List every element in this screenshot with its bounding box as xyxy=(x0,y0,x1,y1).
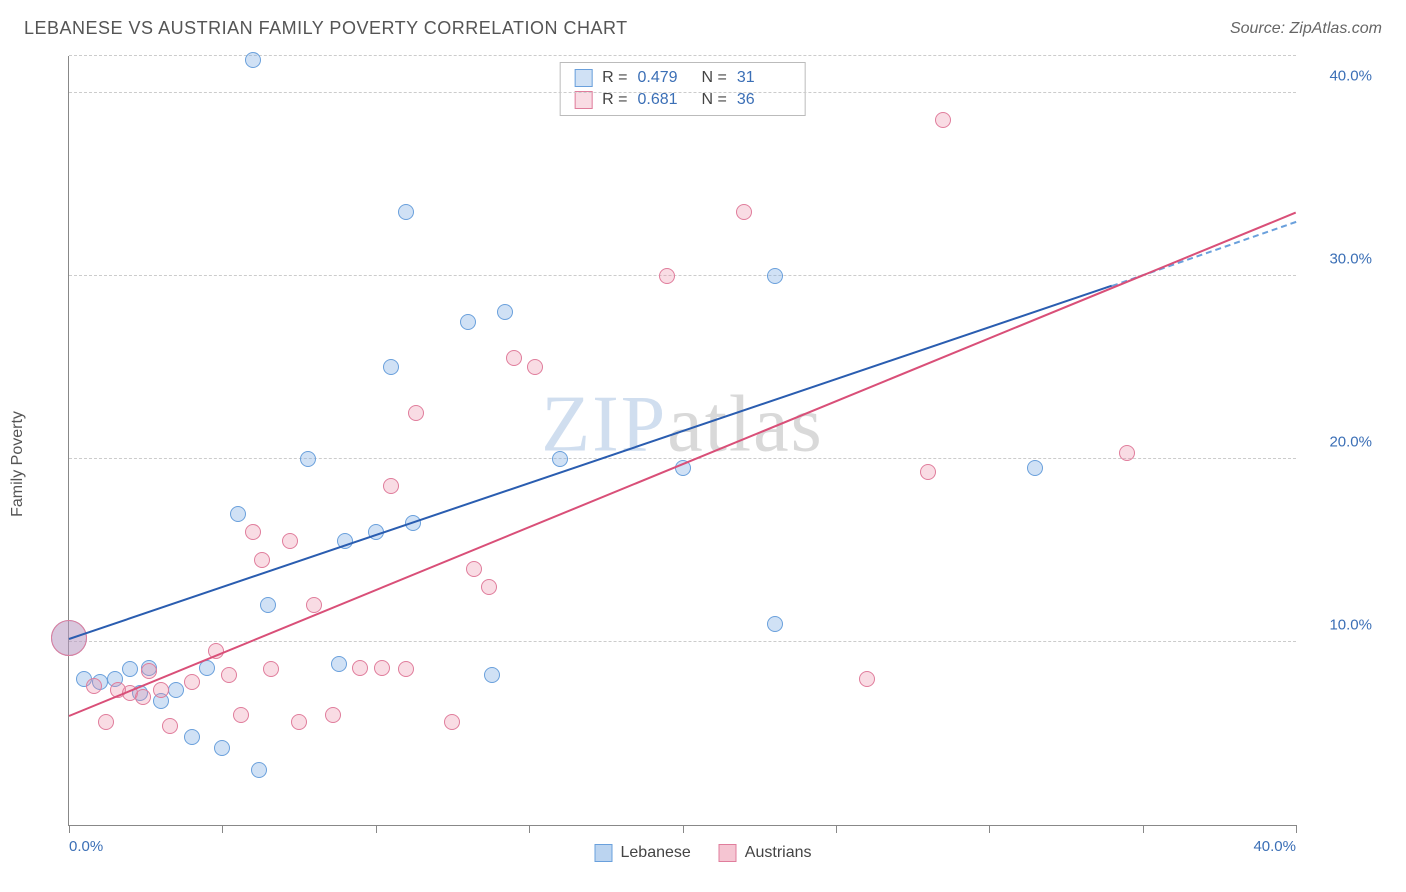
x-tick xyxy=(529,825,530,833)
stat-r-value: 0.479 xyxy=(638,69,692,87)
data-point xyxy=(398,204,414,220)
stat-n-label: N = xyxy=(702,69,727,87)
data-point xyxy=(184,674,200,690)
data-point xyxy=(484,667,500,683)
x-tick-label: 0.0% xyxy=(69,838,103,855)
data-point xyxy=(398,661,414,677)
x-tick xyxy=(683,825,684,833)
data-point xyxy=(767,268,783,284)
y-tick-label: 10.0% xyxy=(1329,616,1372,633)
series-legend: Lebanese Austrians xyxy=(595,844,812,862)
x-tick xyxy=(1296,825,1297,833)
data-point xyxy=(254,552,270,568)
legend-swatch xyxy=(574,91,592,109)
data-point xyxy=(552,451,568,467)
data-point xyxy=(408,405,424,421)
data-point xyxy=(767,616,783,632)
data-point xyxy=(135,689,151,705)
legend-swatch xyxy=(574,69,592,87)
stat-r-label: R = xyxy=(602,69,627,87)
legend-label: Lebanese xyxy=(621,844,691,862)
data-point xyxy=(300,451,316,467)
y-tick-label: 40.0% xyxy=(1329,67,1372,84)
data-point xyxy=(141,663,157,679)
data-point xyxy=(122,661,138,677)
data-point xyxy=(506,350,522,366)
chart-header: LEBANESE VS AUSTRIAN FAMILY POVERTY CORR… xyxy=(0,0,1406,49)
stat-n-value: 36 xyxy=(737,91,791,109)
correlation-stats-box: R = 0.479 N = 31 R = 0.681 N = 36 xyxy=(559,62,806,116)
data-point xyxy=(184,729,200,745)
y-tick-label: 20.0% xyxy=(1329,433,1372,450)
data-point xyxy=(1119,445,1135,461)
data-point xyxy=(168,682,184,698)
trend-line xyxy=(69,285,1113,640)
legend-item: Austrians xyxy=(719,844,812,862)
data-point xyxy=(383,359,399,375)
stat-n-value: 31 xyxy=(737,69,791,87)
data-point xyxy=(736,204,752,220)
x-tick-label: 40.0% xyxy=(1253,838,1296,855)
data-point xyxy=(291,714,307,730)
data-point xyxy=(331,656,347,672)
data-point xyxy=(98,714,114,730)
stat-r-value: 0.681 xyxy=(638,91,692,109)
data-point xyxy=(230,506,246,522)
data-point xyxy=(466,561,482,577)
legend-swatch xyxy=(595,844,613,862)
data-point xyxy=(153,682,169,698)
data-point xyxy=(86,678,102,694)
x-tick xyxy=(69,825,70,833)
chart-container: Family Poverty ZIPatlas R =0.479N =31R =… xyxy=(24,56,1382,872)
x-tick xyxy=(222,825,223,833)
data-point xyxy=(383,478,399,494)
data-point xyxy=(260,597,276,613)
data-point xyxy=(920,464,936,480)
chart-title: LEBANESE VS AUSTRIAN FAMILY POVERTY CORR… xyxy=(24,18,628,39)
legend-item: Lebanese xyxy=(595,844,691,862)
watermark-right: atlas xyxy=(667,381,824,469)
data-point xyxy=(859,671,875,687)
stat-n-label: N = xyxy=(702,91,727,109)
gridline xyxy=(69,275,1296,276)
data-point xyxy=(245,524,261,540)
legend-swatch xyxy=(719,844,737,862)
stat-r-label: R = xyxy=(602,91,627,109)
y-tick-label: 30.0% xyxy=(1329,250,1372,267)
gridline xyxy=(69,92,1296,93)
x-tick xyxy=(376,825,377,833)
data-point xyxy=(444,714,460,730)
x-tick xyxy=(1143,825,1144,833)
legend-label: Austrians xyxy=(745,844,812,862)
gridline xyxy=(69,458,1296,459)
data-point xyxy=(374,660,390,676)
plot-area: ZIPatlas R =0.479N =31R =0.681N =36 10.0… xyxy=(68,56,1296,826)
data-point xyxy=(460,314,476,330)
data-point xyxy=(221,667,237,683)
data-point xyxy=(527,359,543,375)
data-point xyxy=(325,707,341,723)
x-tick xyxy=(836,825,837,833)
data-point xyxy=(1027,460,1043,476)
stat-row: R = 0.479 N = 31 xyxy=(560,67,805,89)
data-point xyxy=(481,579,497,595)
chart-source: Source: ZipAtlas.com xyxy=(1230,20,1382,38)
data-point xyxy=(497,304,513,320)
data-point xyxy=(659,268,675,284)
data-point xyxy=(245,52,261,68)
data-point xyxy=(352,660,368,676)
data-point xyxy=(282,533,298,549)
x-tick xyxy=(989,825,990,833)
data-point xyxy=(162,718,178,734)
data-point xyxy=(251,762,267,778)
data-point xyxy=(263,661,279,677)
data-point xyxy=(214,740,230,756)
data-point xyxy=(233,707,249,723)
data-point xyxy=(935,112,951,128)
y-axis-label: Family Poverty xyxy=(9,411,27,517)
